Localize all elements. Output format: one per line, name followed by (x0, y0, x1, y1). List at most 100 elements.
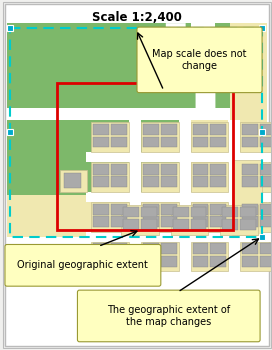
FancyBboxPatch shape (161, 256, 177, 266)
FancyBboxPatch shape (240, 202, 272, 232)
FancyBboxPatch shape (173, 219, 188, 230)
FancyBboxPatch shape (141, 219, 157, 230)
FancyBboxPatch shape (7, 108, 230, 120)
FancyBboxPatch shape (64, 173, 81, 188)
FancyBboxPatch shape (260, 164, 272, 175)
FancyBboxPatch shape (232, 160, 262, 235)
FancyBboxPatch shape (129, 120, 141, 281)
FancyBboxPatch shape (86, 192, 272, 202)
FancyBboxPatch shape (260, 137, 272, 147)
FancyBboxPatch shape (111, 204, 127, 215)
FancyBboxPatch shape (260, 216, 272, 227)
FancyBboxPatch shape (161, 216, 177, 227)
FancyBboxPatch shape (240, 122, 272, 152)
FancyBboxPatch shape (222, 207, 238, 217)
FancyBboxPatch shape (193, 216, 208, 227)
FancyBboxPatch shape (242, 244, 258, 254)
FancyBboxPatch shape (260, 176, 272, 187)
FancyBboxPatch shape (161, 176, 177, 187)
FancyBboxPatch shape (7, 25, 13, 31)
FancyBboxPatch shape (242, 164, 258, 175)
FancyBboxPatch shape (240, 241, 272, 271)
FancyBboxPatch shape (259, 25, 265, 31)
FancyBboxPatch shape (141, 162, 179, 192)
FancyBboxPatch shape (5, 4, 269, 346)
FancyBboxPatch shape (211, 124, 226, 135)
FancyBboxPatch shape (111, 164, 127, 175)
FancyBboxPatch shape (93, 256, 109, 266)
FancyBboxPatch shape (91, 241, 129, 271)
FancyBboxPatch shape (193, 164, 208, 175)
Text: Scale 1:2,400: Scale 1:2,400 (92, 10, 182, 24)
FancyBboxPatch shape (161, 204, 177, 215)
FancyBboxPatch shape (93, 176, 109, 187)
FancyBboxPatch shape (193, 124, 208, 135)
FancyBboxPatch shape (111, 176, 127, 187)
FancyBboxPatch shape (91, 202, 129, 232)
FancyBboxPatch shape (93, 137, 109, 147)
FancyBboxPatch shape (141, 207, 157, 217)
FancyBboxPatch shape (240, 219, 256, 230)
FancyBboxPatch shape (123, 219, 139, 230)
FancyBboxPatch shape (143, 124, 159, 135)
FancyBboxPatch shape (143, 137, 159, 147)
FancyBboxPatch shape (242, 216, 258, 227)
FancyBboxPatch shape (93, 164, 109, 175)
FancyBboxPatch shape (78, 290, 260, 342)
FancyBboxPatch shape (173, 207, 188, 217)
FancyBboxPatch shape (240, 207, 256, 217)
FancyBboxPatch shape (260, 244, 272, 254)
FancyBboxPatch shape (161, 137, 177, 147)
FancyBboxPatch shape (143, 216, 159, 227)
FancyBboxPatch shape (86, 232, 272, 242)
FancyBboxPatch shape (193, 244, 208, 254)
FancyBboxPatch shape (242, 176, 258, 187)
FancyBboxPatch shape (5, 245, 161, 286)
FancyBboxPatch shape (111, 244, 127, 254)
FancyBboxPatch shape (143, 256, 159, 266)
Polygon shape (156, 23, 215, 111)
FancyBboxPatch shape (143, 204, 159, 215)
FancyBboxPatch shape (191, 202, 228, 232)
FancyBboxPatch shape (260, 256, 272, 266)
FancyBboxPatch shape (191, 241, 228, 271)
FancyBboxPatch shape (242, 256, 258, 266)
FancyBboxPatch shape (111, 256, 127, 266)
FancyBboxPatch shape (137, 27, 262, 93)
FancyBboxPatch shape (191, 207, 206, 217)
FancyBboxPatch shape (111, 216, 127, 227)
FancyBboxPatch shape (171, 205, 208, 235)
FancyBboxPatch shape (242, 204, 258, 215)
FancyBboxPatch shape (179, 23, 230, 111)
FancyBboxPatch shape (91, 162, 129, 192)
FancyBboxPatch shape (7, 23, 179, 195)
FancyBboxPatch shape (240, 162, 272, 192)
FancyBboxPatch shape (121, 205, 159, 235)
FancyBboxPatch shape (93, 216, 109, 227)
FancyBboxPatch shape (222, 219, 238, 230)
FancyBboxPatch shape (211, 256, 226, 266)
FancyBboxPatch shape (191, 162, 228, 192)
Text: The geographic extent of
the map changes: The geographic extent of the map changes (107, 305, 230, 327)
FancyBboxPatch shape (211, 244, 226, 254)
FancyBboxPatch shape (220, 205, 258, 235)
FancyBboxPatch shape (260, 124, 272, 135)
FancyBboxPatch shape (260, 204, 272, 215)
FancyBboxPatch shape (191, 219, 206, 230)
FancyBboxPatch shape (242, 137, 258, 147)
FancyBboxPatch shape (143, 164, 159, 175)
FancyBboxPatch shape (211, 204, 226, 215)
FancyBboxPatch shape (193, 256, 208, 266)
FancyBboxPatch shape (211, 137, 226, 147)
FancyBboxPatch shape (91, 122, 129, 152)
FancyBboxPatch shape (93, 204, 109, 215)
FancyBboxPatch shape (161, 164, 177, 175)
FancyBboxPatch shape (86, 152, 272, 162)
FancyBboxPatch shape (179, 120, 191, 281)
FancyBboxPatch shape (259, 130, 265, 135)
FancyBboxPatch shape (228, 120, 240, 281)
FancyBboxPatch shape (7, 130, 13, 135)
FancyBboxPatch shape (193, 204, 208, 215)
FancyBboxPatch shape (211, 164, 226, 175)
FancyBboxPatch shape (93, 244, 109, 254)
